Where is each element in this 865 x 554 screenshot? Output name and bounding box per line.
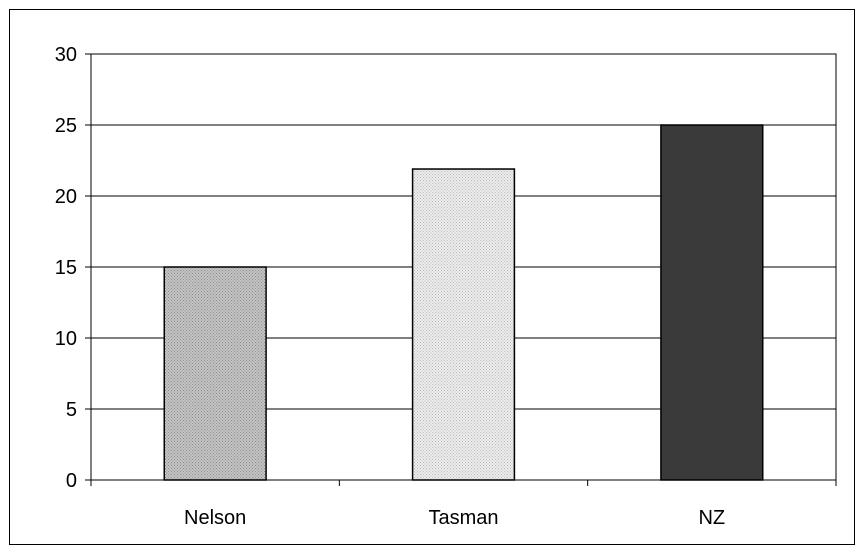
tick-labels: 0 5 10 15 20 25 30 Nelson Tasman NZ bbox=[55, 44, 725, 529]
x-tick-label: NZ bbox=[698, 507, 725, 529]
y-tick-label: 10 bbox=[55, 328, 77, 350]
axes bbox=[85, 53, 837, 486]
y-tick-label: 5 bbox=[66, 399, 77, 421]
x-tick-label: Nelson bbox=[184, 507, 246, 529]
y-tick-label: 20 bbox=[55, 186, 77, 208]
y-tick-label: 30 bbox=[55, 44, 77, 66]
y-tick-label: 15 bbox=[55, 257, 77, 279]
plot-area-border bbox=[90, 53, 837, 481]
y-tick-label: 25 bbox=[55, 115, 77, 137]
x-tick-label: Tasman bbox=[428, 507, 498, 529]
bars bbox=[163, 124, 764, 481]
y-tick-label: 0 bbox=[66, 470, 77, 492]
bar-nz bbox=[660, 124, 764, 481]
bar-tasman bbox=[411, 168, 516, 481]
bar-nelson bbox=[163, 266, 267, 481]
